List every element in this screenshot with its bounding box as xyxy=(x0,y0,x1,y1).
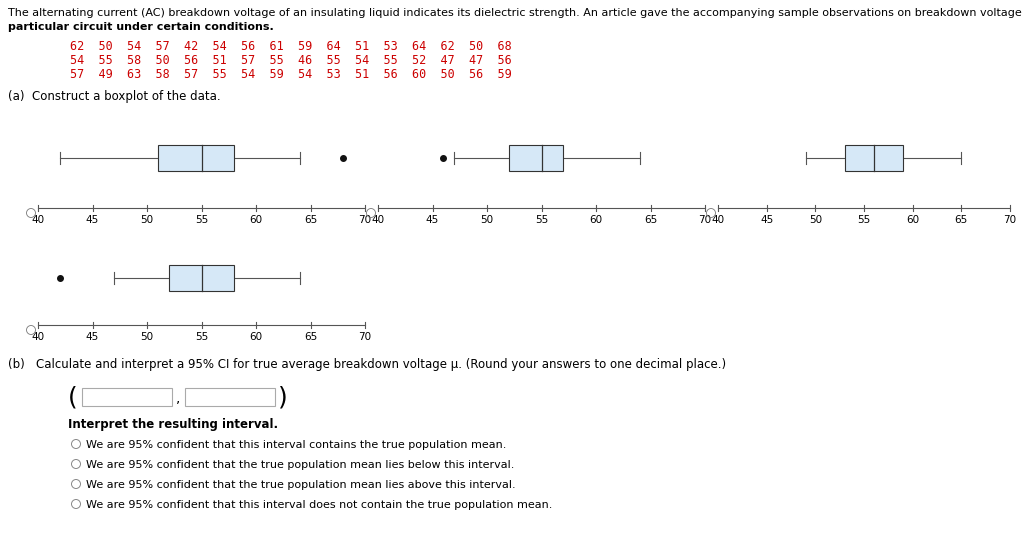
Text: 60: 60 xyxy=(906,215,920,225)
Text: 40: 40 xyxy=(32,332,45,342)
Text: 45: 45 xyxy=(760,215,773,225)
Text: 60: 60 xyxy=(590,215,602,225)
Text: 70: 70 xyxy=(358,215,372,225)
Text: 60: 60 xyxy=(250,332,262,342)
Bar xyxy=(185,388,275,406)
Text: 40: 40 xyxy=(32,215,45,225)
Text: (b)   Calculate and interpret a 95% CI for true average breakdown voltage μ. (Ro: (b) Calculate and interpret a 95% CI for… xyxy=(8,358,726,371)
Text: (: ( xyxy=(68,386,78,410)
Text: We are 95% confident that the true population mean lies below this interval.: We are 95% confident that the true popul… xyxy=(86,460,514,470)
Text: 45: 45 xyxy=(86,215,99,225)
Text: 55: 55 xyxy=(195,215,208,225)
Text: We are 95% confident that the true population mean lies above this interval.: We are 95% confident that the true popul… xyxy=(86,480,516,490)
Bar xyxy=(169,265,234,291)
Bar xyxy=(845,145,903,171)
Bar xyxy=(509,145,563,171)
Text: 50: 50 xyxy=(140,215,154,225)
Text: Interpret the resulting interval.: Interpret the resulting interval. xyxy=(68,418,279,431)
Text: ,: , xyxy=(176,391,180,405)
Text: 70: 70 xyxy=(358,332,372,342)
Text: 70: 70 xyxy=(698,215,712,225)
Text: We are 95% confident that this interval contains the true population mean.: We are 95% confident that this interval … xyxy=(86,440,507,450)
Text: We are 95% confident that this interval does not contain the true population mea: We are 95% confident that this interval … xyxy=(86,500,552,510)
Text: 45: 45 xyxy=(426,215,439,225)
Text: The alternating current (AC) breakdown voltage of an insulating liquid indicates: The alternating current (AC) breakdown v… xyxy=(8,8,1024,18)
Text: ): ) xyxy=(278,386,288,410)
Text: particular circuit under certain conditions.: particular circuit under certain conditi… xyxy=(8,22,273,32)
Text: 50: 50 xyxy=(480,215,494,225)
Text: 60: 60 xyxy=(250,215,262,225)
Text: 55: 55 xyxy=(195,332,208,342)
Text: 50: 50 xyxy=(809,215,822,225)
Bar xyxy=(82,388,172,406)
Text: 57  49  63  58  57  55  54  59  54  53  51  56  60  50  56  59: 57 49 63 58 57 55 54 59 54 53 51 56 60 5… xyxy=(70,68,512,81)
Text: 40: 40 xyxy=(372,215,385,225)
Text: 45: 45 xyxy=(86,332,99,342)
Text: 55: 55 xyxy=(535,215,548,225)
Text: 70: 70 xyxy=(1004,215,1017,225)
Bar xyxy=(158,145,234,171)
Text: (a)  Construct a boxplot of the data.: (a) Construct a boxplot of the data. xyxy=(8,90,220,103)
Text: 65: 65 xyxy=(304,332,317,342)
Text: 65: 65 xyxy=(644,215,657,225)
Text: 40: 40 xyxy=(712,215,725,225)
Text: 55: 55 xyxy=(857,215,870,225)
Text: 65: 65 xyxy=(304,215,317,225)
Text: 54  55  58  50  56  51  57  55  46  55  54  55  52  47  47  56: 54 55 58 50 56 51 57 55 46 55 54 55 52 4… xyxy=(70,54,512,67)
Text: 65: 65 xyxy=(954,215,968,225)
Text: 50: 50 xyxy=(140,332,154,342)
Text: 62  50  54  57  42  54  56  61  59  64  51  53  64  62  50  68: 62 50 54 57 42 54 56 61 59 64 51 53 64 6… xyxy=(70,40,512,53)
